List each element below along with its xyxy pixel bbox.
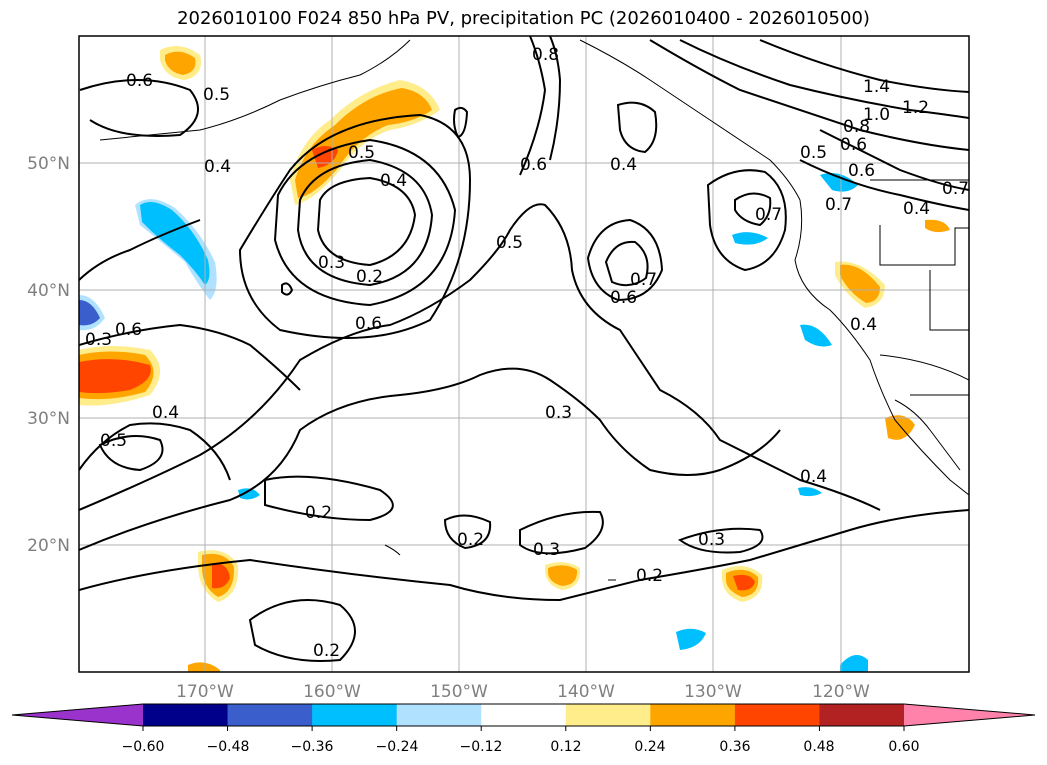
svg-text:0.2: 0.2 — [313, 641, 340, 661]
svg-text:−0.60: −0.60 — [122, 739, 165, 755]
svg-text:0.12: 0.12 — [550, 739, 581, 755]
colorbar-cell — [819, 704, 905, 726]
svg-text:0.2: 0.2 — [305, 503, 332, 523]
svg-text:0.4: 0.4 — [903, 199, 930, 219]
svg-text:0.6: 0.6 — [840, 135, 867, 155]
coastlines — [99, 39, 969, 581]
svg-text:0.4: 0.4 — [610, 155, 637, 175]
svg-text:0.7: 0.7 — [942, 179, 969, 199]
colorbar-cell — [143, 704, 229, 726]
svg-text:0.6: 0.6 — [115, 320, 142, 340]
svg-text:0.7: 0.7 — [755, 205, 782, 225]
graticule — [79, 36, 969, 672]
contour-labels: 0.6 0.5 0.4 0.5 0.4 0.3 0.2 0.6 0.8 0.6 … — [85, 45, 969, 661]
svg-text:−0.48: −0.48 — [207, 739, 250, 755]
colorbar-cell — [734, 704, 820, 726]
svg-text:0.4: 0.4 — [204, 157, 231, 177]
svg-text:1.4: 1.4 — [863, 77, 890, 97]
svg-text:0.48: 0.48 — [803, 739, 834, 755]
colorbar-cell — [565, 704, 651, 726]
svg-text:50°N: 50°N — [27, 154, 70, 174]
svg-text:30°N: 30°N — [27, 409, 70, 429]
svg-text:0.5: 0.5 — [496, 233, 523, 253]
svg-text:0.7: 0.7 — [630, 270, 657, 290]
svg-text:−0.36: −0.36 — [291, 739, 334, 755]
svg-text:0.24: 0.24 — [634, 739, 665, 755]
svg-text:20°N: 20°N — [27, 536, 70, 556]
svg-text:40°N: 40°N — [27, 281, 70, 301]
svg-text:140°W: 140°W — [557, 682, 615, 702]
svg-text:0.5: 0.5 — [100, 431, 127, 451]
colorbar-cell — [650, 704, 736, 726]
svg-text:0.60: 0.60 — [888, 739, 919, 755]
colorbar-extend-right — [904, 704, 1035, 726]
map-frame — [78, 35, 970, 673]
svg-text:0.6: 0.6 — [848, 161, 875, 181]
svg-text:160°W: 160°W — [303, 682, 361, 702]
colorbar-tick-labels: −0.60 −0.48 −0.36 −0.24 −0.12 0.12 0.24 … — [122, 739, 920, 755]
svg-text:0.2: 0.2 — [457, 530, 484, 550]
svg-text:0.2: 0.2 — [636, 566, 663, 586]
svg-text:0.3: 0.3 — [85, 330, 112, 350]
svg-text:0.4: 0.4 — [152, 403, 179, 423]
svg-text:0.6: 0.6 — [610, 288, 637, 308]
svg-text:0.5: 0.5 — [203, 85, 230, 105]
colorbar-cell — [227, 704, 313, 726]
svg-text:120°W: 120°W — [812, 682, 870, 702]
svg-text:0.6: 0.6 — [520, 155, 547, 175]
svg-text:1.0: 1.0 — [863, 105, 890, 125]
pv-contours — [79, 36, 969, 662]
svg-text:0.4: 0.4 — [800, 467, 827, 487]
svg-text:0.3: 0.3 — [318, 253, 345, 273]
longitude-labels: 170°W 160°W 150°W 140°W 130°W 120°W — [176, 682, 870, 702]
svg-text:130°W: 130°W — [684, 682, 742, 702]
svg-text:0.8: 0.8 — [532, 45, 559, 65]
latitude-labels: 50°N 40°N 30°N 20°N — [27, 154, 70, 556]
colorbar-cell — [312, 704, 398, 726]
svg-text:150°W: 150°W — [430, 682, 488, 702]
map-title: 2026010100 F024 850 hPa PV, precipitatio… — [177, 8, 870, 29]
colorbar-cell — [396, 704, 482, 726]
colorbar-cell — [481, 704, 567, 726]
svg-text:0.3: 0.3 — [698, 530, 725, 550]
colorbar: −0.60 −0.48 −0.36 −0.24 −0.12 0.12 0.24 … — [11, 703, 1036, 755]
svg-text:−0.24: −0.24 — [376, 739, 419, 755]
colorbar-extend-left — [12, 704, 143, 726]
svg-text:0.4: 0.4 — [380, 171, 407, 191]
svg-text:0.5: 0.5 — [800, 143, 827, 163]
svg-text:170°W: 170°W — [176, 682, 234, 702]
svg-text:−0.12: −0.12 — [460, 739, 503, 755]
svg-text:0.6: 0.6 — [355, 314, 382, 334]
precip-shading — [79, 46, 950, 672]
svg-text:0.5: 0.5 — [348, 143, 375, 163]
svg-text:0.2: 0.2 — [356, 267, 383, 287]
svg-text:0.3: 0.3 — [545, 403, 572, 423]
svg-text:1.2: 1.2 — [902, 98, 929, 118]
svg-text:0.7: 0.7 — [825, 195, 852, 215]
svg-text:0.4: 0.4 — [850, 315, 877, 335]
svg-text:0.3: 0.3 — [533, 540, 560, 560]
svg-text:0.36: 0.36 — [719, 739, 750, 755]
svg-text:0.6: 0.6 — [126, 71, 153, 91]
svg-text:0.8: 0.8 — [843, 117, 870, 137]
